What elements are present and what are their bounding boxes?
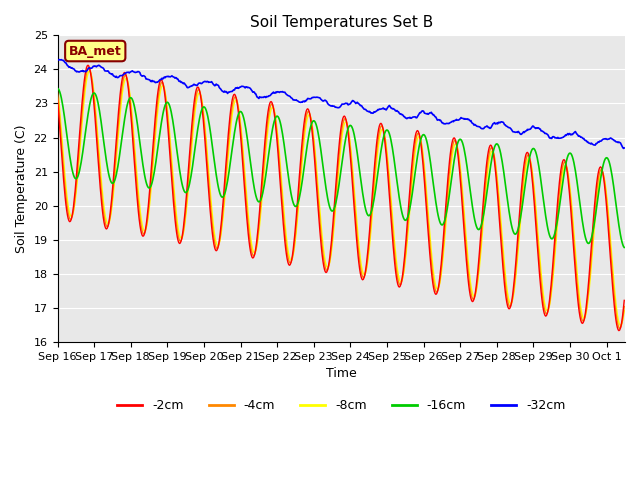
Legend: -2cm, -4cm, -8cm, -16cm, -32cm: -2cm, -4cm, -8cm, -16cm, -32cm bbox=[112, 394, 570, 417]
Text: BA_met: BA_met bbox=[69, 45, 122, 58]
X-axis label: Time: Time bbox=[326, 367, 356, 380]
Title: Soil Temperatures Set B: Soil Temperatures Set B bbox=[250, 15, 433, 30]
Y-axis label: Soil Temperature (C): Soil Temperature (C) bbox=[15, 124, 28, 253]
